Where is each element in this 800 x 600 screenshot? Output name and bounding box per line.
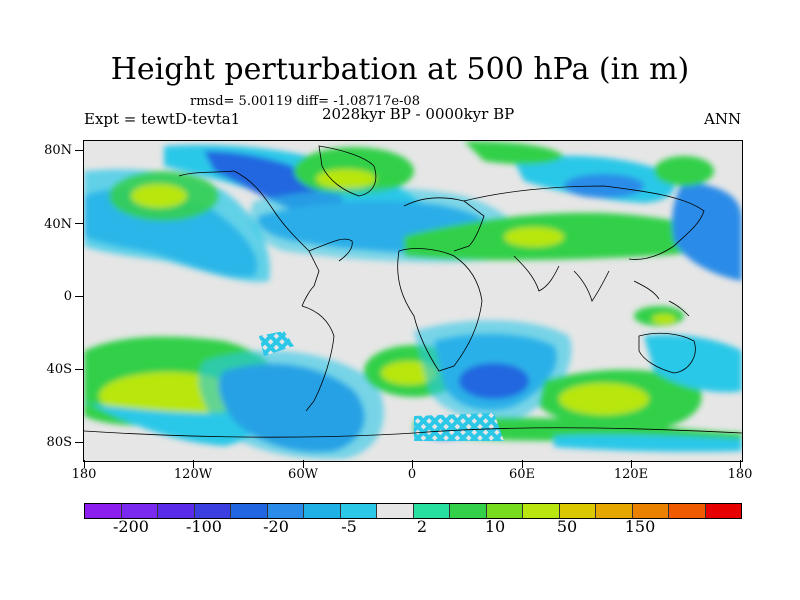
lon-tick [193,460,194,468]
eurasia-green-band [404,212,734,261]
colorbar-label: 50 [556,517,578,536]
colorbar-swatch [596,504,633,518]
colorbar-swatch [267,504,304,518]
colorbar-swatch [486,504,523,518]
lat-label-40s: 40S [46,362,72,377]
west-pacific-yellow [652,314,676,324]
lon-label-180w: 180 [71,467,97,482]
lon-tick [740,460,741,468]
colorbar-label: 150 [624,517,656,536]
north-pacific-yellow-field [131,184,187,208]
lat-tick [75,223,83,224]
lon-label-180e: 180 [727,467,753,482]
south-pacific-cyan-field [84,401,258,446]
greenland-yellow-field [316,169,376,189]
colorbar-swatch [121,504,158,518]
plot-title: Height perturbation at 500 hPa (in m) [110,52,690,87]
period-label: 2028kyr BP - 0000kyr BP [322,105,515,123]
colorbar-swatch [194,504,231,518]
colorbar-swatch [669,504,706,518]
colorbar-swatch [340,504,377,518]
lon-tick [631,460,632,468]
lat-label-40n: 40N [44,217,72,232]
lat-label-80s: 80S [46,435,72,450]
arctic-green-field [464,141,564,165]
colorbar [84,503,742,519]
australia-cyan-field [644,334,742,393]
hatched-region-south-atlantic [259,331,294,356]
lat-tick [75,442,83,443]
colorbar-swatch [304,504,341,518]
lon-label-60w: 60W [288,467,318,482]
lon-tick [412,460,413,468]
hatched-region-antarctic [414,413,504,441]
colorbar-label: 2 [416,517,428,536]
colorbar-label: -100 [186,517,222,536]
lat-label-equator: 0 [63,289,72,304]
colorbar-label: -5 [341,517,357,536]
colorbar-label: -200 [113,517,149,536]
colorbar-swatch [705,504,741,518]
season-label: ANN [704,110,742,128]
lon-label-120e: 120E [613,467,649,482]
colorbar-swatch [413,504,450,518]
colorbar-swatch [158,504,195,518]
central-asia-yellow [504,227,564,247]
antarctic-cyan-field [554,434,742,452]
indian-ocean-deep-blue [459,363,529,399]
colorbar-swatch [231,504,268,518]
lon-label-60e: 60E [508,467,536,482]
lon-tick [522,460,523,468]
colorbar-swatch [85,504,122,518]
rmsd-stats: rmsd= 5.00119 diff= -1.08717e-08 [190,94,420,109]
lon-label-120w: 120W [173,467,213,482]
map-panel [83,140,743,462]
lat-tick [75,369,83,370]
colorbar-swatch [523,504,560,518]
lat-tick [75,296,83,297]
lon-label-0: 0 [407,467,417,482]
lat-label-80n: 80N [44,143,72,158]
south-america-cyan-ring [198,350,384,460]
colorbar-swatch [450,504,487,518]
colorbar-label: 10 [484,517,506,536]
kamchatka-green [654,156,714,186]
east-pacific-blue-field [672,181,742,281]
height-perturbation-map [84,141,742,460]
coastlines [84,145,742,438]
lon-tick [303,460,304,468]
colorbar-label: -20 [263,517,289,536]
south-indian-yellow-field [559,383,649,415]
experiment-label: Expt = tewtD-tevta1 [84,110,241,128]
lat-tick [75,150,83,151]
lon-tick [84,460,85,468]
colorbar-swatch [377,504,414,518]
colorbar-swatch [559,504,596,518]
colorbar-swatch [632,504,669,518]
